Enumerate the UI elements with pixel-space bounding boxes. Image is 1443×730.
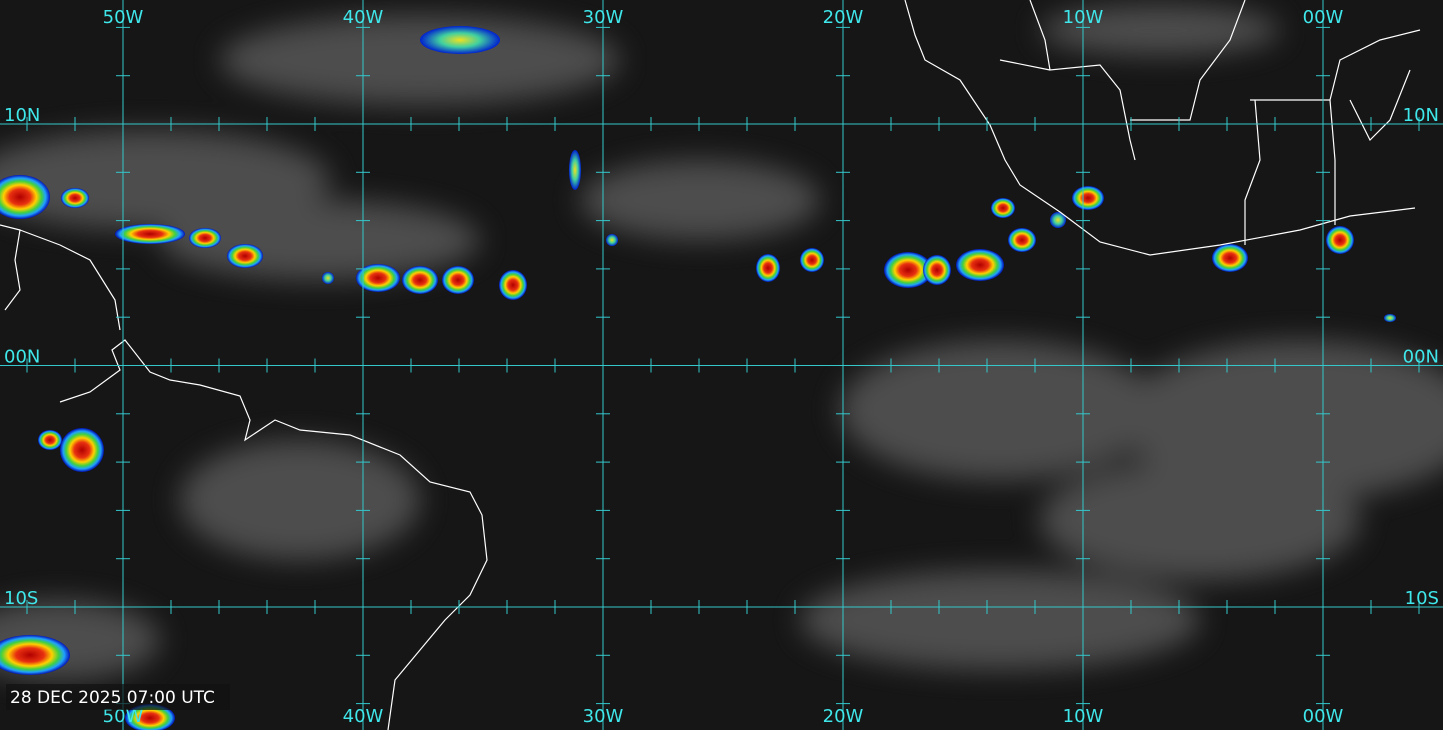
convective-cell — [1212, 244, 1248, 272]
convective-cell — [606, 234, 618, 246]
lon-label-top: 50W — [103, 7, 144, 28]
convective-cell — [0, 175, 50, 219]
timestamp-box — [6, 684, 230, 710]
convective-cell — [923, 255, 951, 285]
convective-cell — [227, 244, 263, 268]
grid-labels: 50W 50W 40W 40W 30W 30W 20W 20W 10W 10W 00W 00W 10N 1… — [4, 7, 1439, 727]
convective-cell — [38, 430, 62, 450]
convective-cell — [115, 224, 185, 244]
convective-cell — [499, 270, 527, 300]
convective-cell — [61, 188, 89, 208]
convective-cell — [991, 198, 1015, 218]
lon-label-bottom: 20W — [823, 706, 864, 727]
lon-label-bottom: 40W — [343, 706, 384, 727]
lat-label-left: 10S — [4, 588, 38, 609]
lon-label-top: 30W — [583, 7, 624, 28]
convective-cell — [1008, 228, 1036, 252]
convective-cell — [1326, 226, 1354, 254]
lon-label-top: 20W — [823, 7, 864, 28]
convective-cell — [756, 254, 780, 282]
convective-cell — [402, 266, 438, 294]
convective-cell — [322, 272, 334, 284]
convective-cell — [884, 252, 932, 288]
lon-label-top: 10W — [1063, 7, 1104, 28]
convective-cell — [956, 249, 1004, 281]
convection-layer — [0, 26, 1396, 730]
timestamp: 28 DEC 2025 07:00 UTC — [10, 688, 215, 708]
convective-cell — [420, 26, 500, 54]
convective-cell — [356, 264, 400, 292]
convective-cell — [1384, 314, 1396, 322]
lat-label-left: 10N — [4, 105, 40, 126]
lat-label-right: 10N — [1403, 105, 1439, 126]
convective-cell — [800, 248, 824, 272]
lon-label-bottom: 50W — [103, 706, 144, 727]
convective-cell — [125, 704, 175, 730]
convective-cell — [60, 428, 104, 472]
lon-label-bottom: 10W — [1063, 706, 1104, 727]
lat-label-left: 00N — [4, 347, 40, 368]
lon-label-bottom: 00W — [1303, 706, 1344, 727]
lon-label-bottom: 30W — [583, 706, 624, 727]
lat-label-right: 10S — [1405, 588, 1439, 609]
convective-cell — [1050, 212, 1066, 228]
lon-label-top: 00W — [1303, 7, 1344, 28]
convective-cell — [189, 228, 221, 248]
lon-label-top: 40W — [343, 7, 384, 28]
convective-cell — [569, 150, 581, 190]
cloud-layer — [0, 5, 1443, 680]
lat-label-right: 00N — [1403, 347, 1439, 368]
convective-cell — [442, 266, 474, 294]
convective-cell — [1072, 186, 1104, 210]
convective-cell — [0, 635, 70, 675]
